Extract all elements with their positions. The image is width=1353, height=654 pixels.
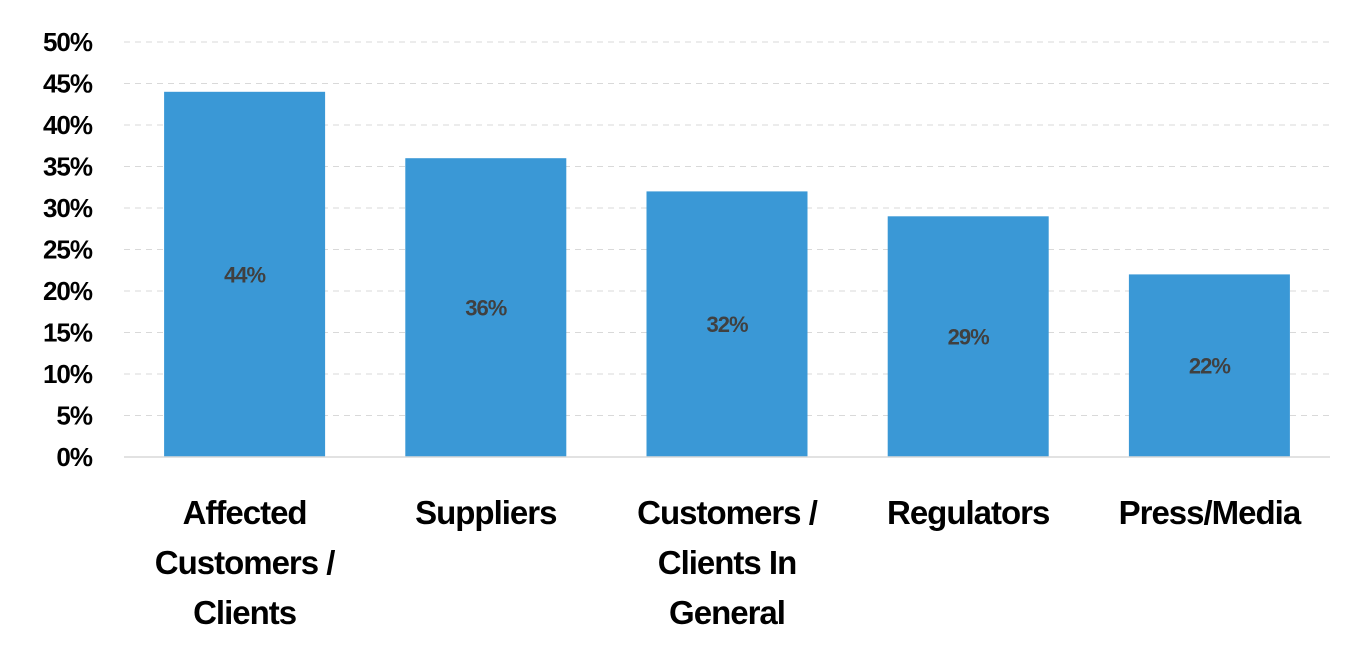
y-tick-label: 45% bbox=[43, 69, 93, 99]
y-tick-label: 15% bbox=[43, 318, 93, 348]
y-tick-label: 10% bbox=[43, 359, 93, 389]
x-tick-label: Regulators bbox=[887, 494, 1049, 531]
bar bbox=[405, 158, 567, 457]
x-tick-label: Customers / bbox=[637, 494, 818, 531]
bar bbox=[1128, 274, 1290, 457]
y-tick-label: 0% bbox=[56, 442, 92, 472]
x-tick-label: Clients bbox=[193, 594, 296, 631]
y-tick-label: 25% bbox=[43, 235, 93, 265]
data-label: 22% bbox=[1189, 354, 1230, 379]
y-tick-label: 5% bbox=[56, 401, 92, 431]
x-tick-label: General bbox=[669, 594, 785, 631]
x-tick-label: Affected bbox=[183, 494, 307, 531]
data-label: 32% bbox=[706, 312, 747, 337]
x-tick-label: Press/Media bbox=[1119, 494, 1302, 531]
data-label: 44% bbox=[224, 262, 265, 287]
labels: 0% 5% 10% 15% 20% 25% 30% 35% 40% 45% 50% 44% Affect… bbox=[43, 27, 1303, 631]
y-tick-label: 30% bbox=[43, 193, 93, 223]
data-label: 29% bbox=[948, 325, 989, 350]
y-tick-label: 20% bbox=[43, 276, 93, 306]
bar bbox=[646, 191, 808, 457]
x-tick-label: Clients In bbox=[658, 544, 797, 581]
y-tick-label: 35% bbox=[43, 152, 93, 182]
bars bbox=[164, 91, 1290, 458]
y-tick-label: 50% bbox=[43, 27, 93, 57]
data-label: 36% bbox=[465, 296, 506, 321]
x-tick-label: Suppliers bbox=[415, 494, 556, 531]
y-tick-label: 40% bbox=[43, 110, 93, 140]
bar bbox=[164, 91, 326, 458]
x-tick-label: Customers / bbox=[155, 544, 336, 581]
bar bbox=[887, 216, 1049, 457]
